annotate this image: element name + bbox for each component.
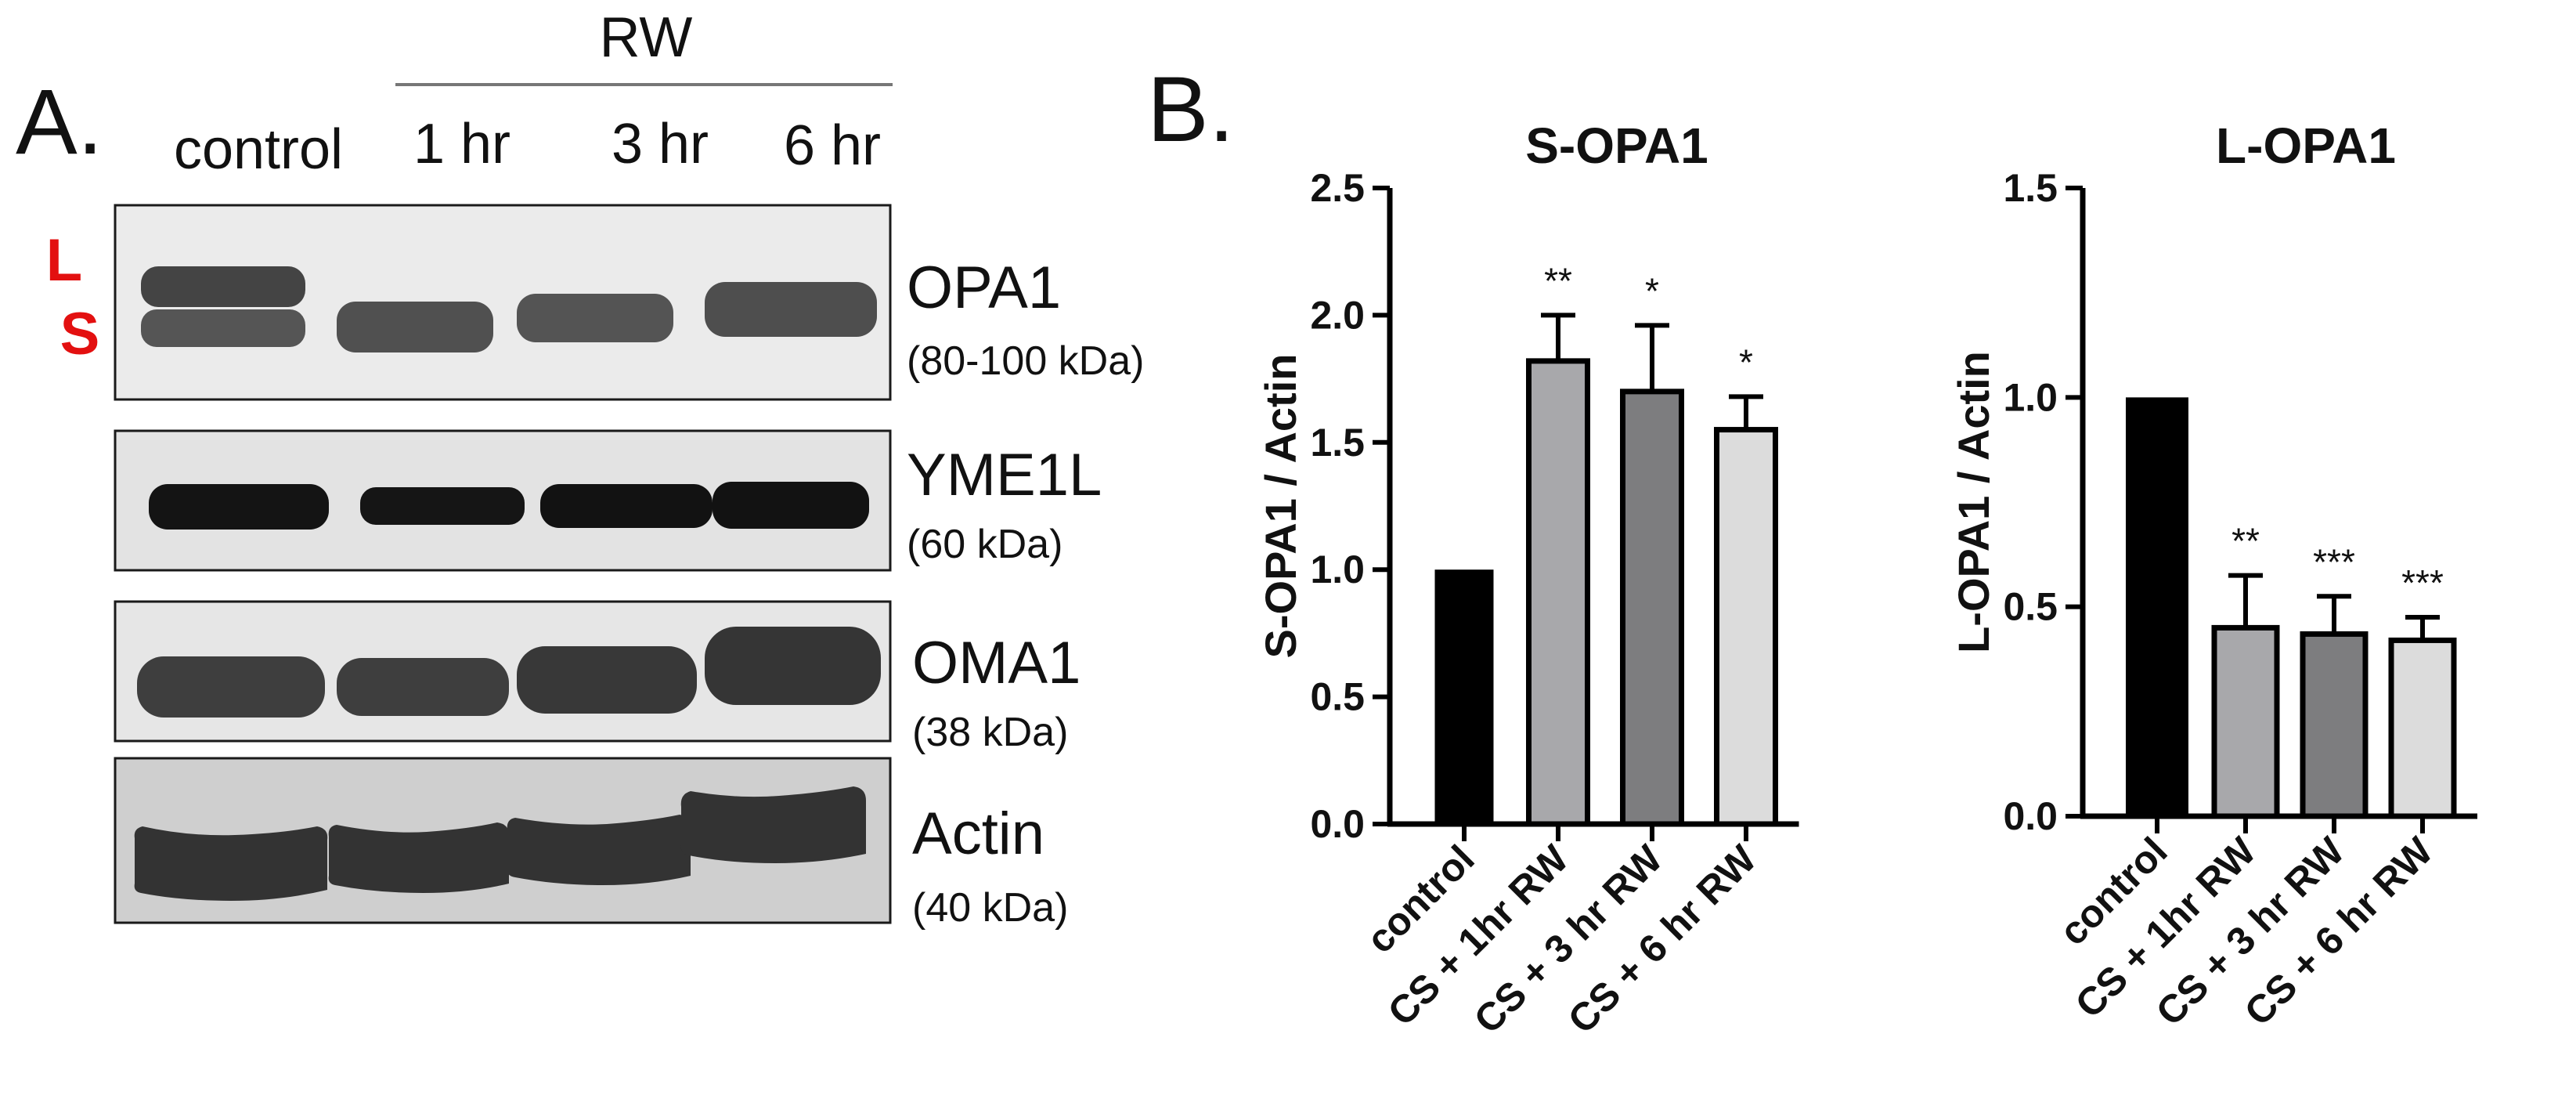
- blot-yme1l: [114, 429, 892, 572]
- bar: [2388, 637, 2457, 819]
- significance-label: ***: [2401, 562, 2444, 603]
- chart-title: S-OPA1: [1525, 117, 1708, 174]
- lane-label-control: control: [174, 118, 343, 181]
- blot-size-opa1: (80-100 kDa): [907, 338, 1144, 384]
- blot-oma1: [114, 600, 892, 743]
- bar: [2211, 624, 2280, 819]
- blot-size-oma1: (38 kDa): [912, 710, 1068, 755]
- blot-label-opa1: OPA1: [907, 255, 1061, 321]
- panel-b-letter: B.: [1147, 58, 1235, 161]
- significance-label: **: [2231, 521, 2260, 562]
- significance-label: **: [1544, 260, 1572, 301]
- bar: [1526, 358, 1590, 827]
- significance-label: *: [1739, 342, 1753, 382]
- blot-label-actin: Actin: [912, 801, 1044, 867]
- lane-label-6hr: 6 hr: [784, 114, 881, 177]
- blot-size-actin: (40 kDa): [912, 885, 1068, 931]
- bar: [2126, 397, 2188, 816]
- rw-group-label: RW: [600, 6, 693, 69]
- band-marker-long: L: [46, 227, 82, 294]
- significance-label: *: [1645, 270, 1659, 311]
- blot-label-yme1l: YME1L: [907, 442, 1102, 508]
- significance-label: ***: [2313, 541, 2355, 582]
- blot-label-oma1: OMA1: [912, 630, 1081, 696]
- chart-title: L-OPA1: [2216, 117, 2396, 174]
- bar: [1714, 427, 1778, 827]
- y-tick-label: 2.5: [1310, 166, 1365, 210]
- y-tick-label: 0.5: [1310, 675, 1365, 719]
- bar: [2300, 631, 2369, 819]
- bar: [1620, 389, 1684, 827]
- bar: [1434, 569, 1494, 824]
- panel-b: B. S-OPA1 S-OPA1 / Actin 0.0 0.5 1.0 1.5 2.0 2.…: [1147, 58, 2477, 1042]
- y-tick-label: 1.0: [2003, 375, 2058, 419]
- panel-a-letter: A.: [16, 70, 103, 174]
- y-tick-label: 1.5: [2003, 166, 2058, 210]
- lane-label-1hr: 1 hr: [413, 113, 511, 175]
- y-axis-label: L-OPA1 / Actin: [1949, 351, 1998, 653]
- y-tick-label: 0.5: [2003, 585, 2058, 629]
- band-marker-short: S: [60, 301, 100, 367]
- y-tick-label: 1.0: [1310, 548, 1365, 591]
- lane-label-3hr: 3 hr: [612, 113, 709, 175]
- blot-size-yme1l: (60 kDa): [907, 522, 1063, 567]
- blot-opa1: [114, 204, 892, 401]
- blot-actin: [114, 757, 892, 924]
- y-axis-label: S-OPA1 / Actin: [1256, 354, 1305, 659]
- y-tick-label: 0.0: [2003, 794, 2058, 838]
- y-tick-label: 2.0: [1310, 293, 1365, 337]
- y-tick-label: 1.5: [1310, 421, 1365, 465]
- panel-a: A. RW control 1 hr 3 hr 6 hr L S OPA1 (8…: [16, 6, 1144, 931]
- y-tick-label: 0.0: [1310, 802, 1365, 846]
